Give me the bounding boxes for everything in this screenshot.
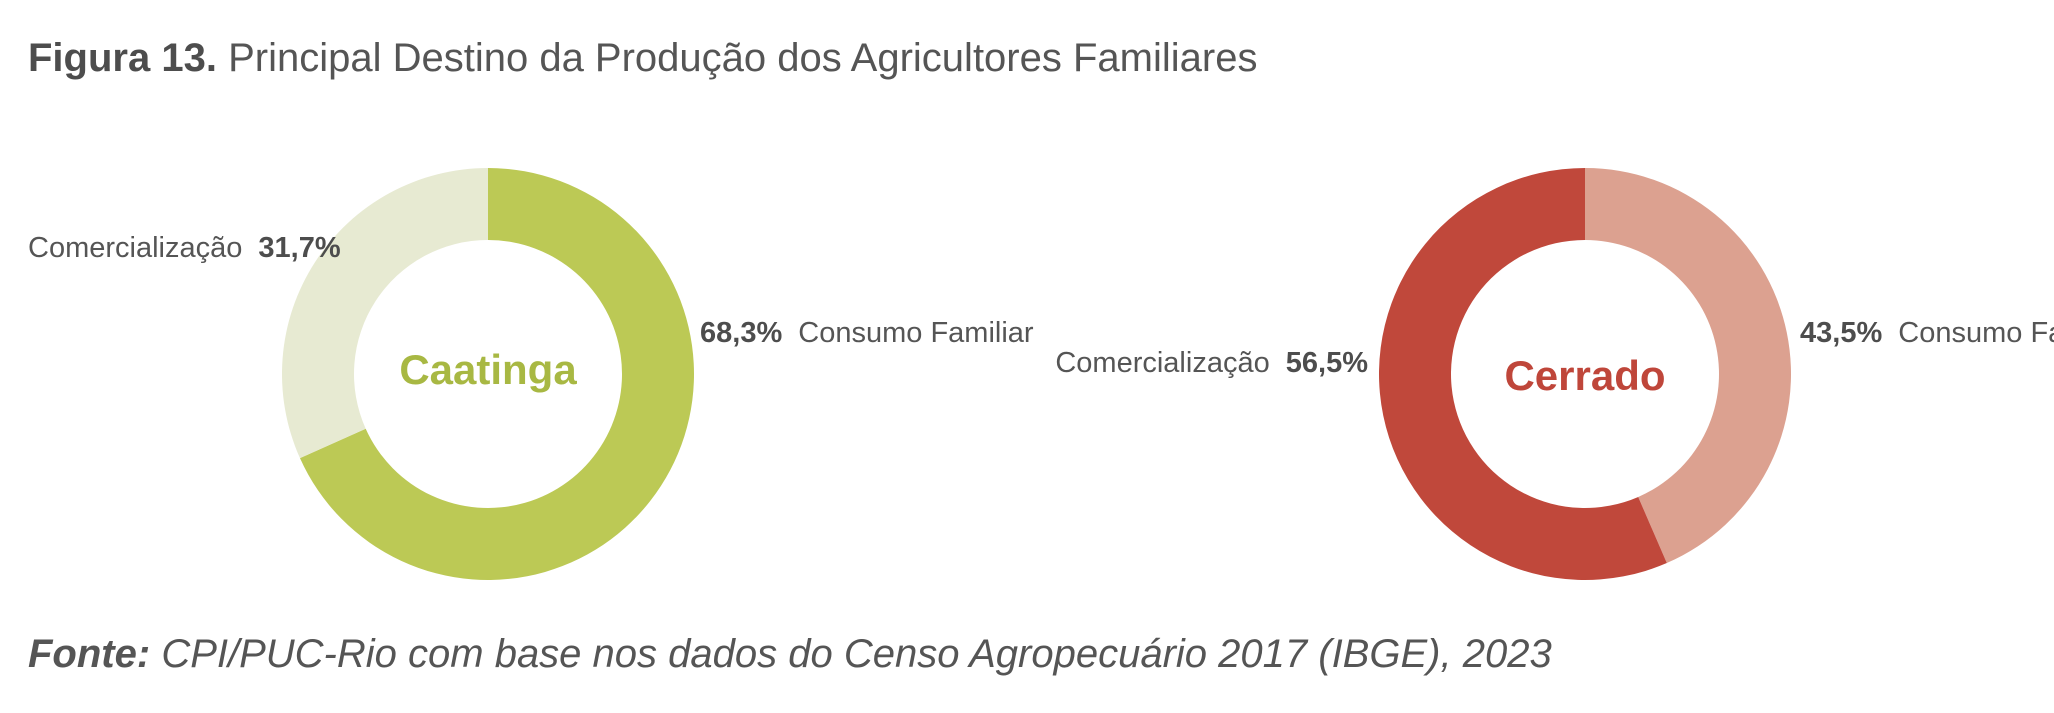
slice-name: Comercialização (1055, 347, 1269, 379)
source-text: CPI/PUC-Rio com base nos dados do Censo … (161, 632, 1552, 676)
data-label-consumo-familiar: 68,3% Consumo Familiar (700, 317, 1034, 349)
value-label: 43,5% (1800, 317, 1882, 349)
figure-number: Figura 13. (28, 36, 217, 80)
figure-title-text: Principal Destino da Produção dos Agricu… (228, 36, 1258, 80)
slice-name: Consumo Familiar (798, 317, 1034, 349)
data-label-consumo-familiar: 43,5% Consumo Familiar (1800, 317, 2054, 349)
data-label-comercializacao: Comercialização 31,7% (28, 232, 341, 264)
slice-comercializacao (281, 168, 488, 459)
data-label-comercializacao: Comercialização 56,5% (1055, 347, 1368, 379)
donut-chart-cerrado: Cerrado (1379, 168, 1791, 580)
source-lead: Fonte: (28, 632, 151, 676)
slice-consumo-familiar (1585, 168, 1791, 564)
figure-title: Figura 13. Principal Destino da Produção… (28, 34, 1257, 82)
source-note: Fonte: CPI/PUC-Rio com base nos dados do… (28, 632, 1552, 677)
center-label: Caatinga (399, 346, 577, 393)
slice-name: Consumo Familiar (1898, 317, 2054, 349)
slice-comercializacao (1379, 168, 1667, 580)
value-label: 56,5% (1286, 347, 1368, 379)
slice-consumo-familiar (299, 168, 694, 581)
center-label: Cerrado (1504, 352, 1665, 399)
slice-name: Comercialização (28, 232, 242, 264)
value-label: 31,7% (258, 232, 340, 264)
value-label: 68,3% (700, 317, 782, 349)
donut-chart-caatinga: Caatinga (281, 168, 694, 581)
